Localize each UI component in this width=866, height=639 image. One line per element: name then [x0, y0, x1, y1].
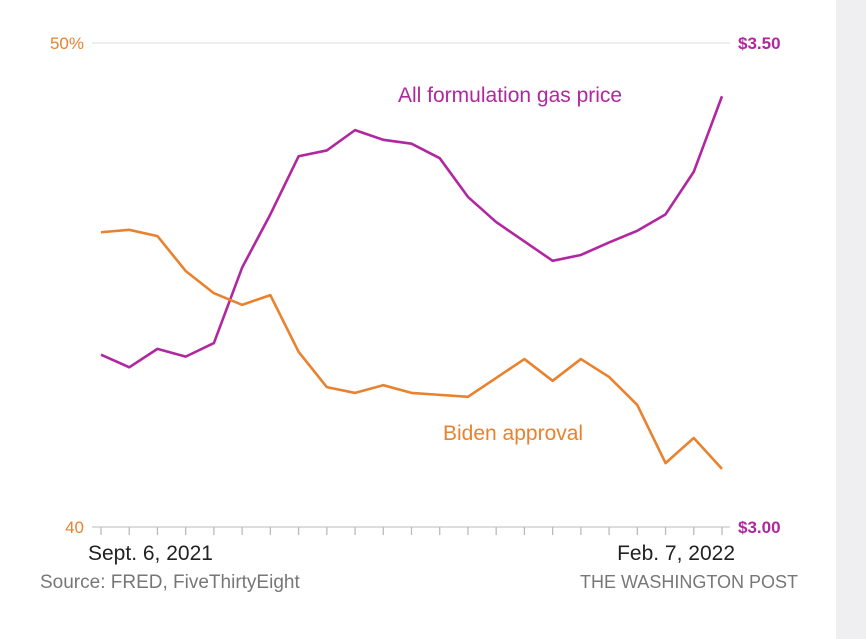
gas-price-series-label: All formulation gas price	[398, 84, 622, 107]
biden-approval-series-label: Biden approval	[443, 422, 583, 445]
biden-approval-line	[100, 228, 723, 470]
left-axis-tick-label: 50%	[50, 34, 84, 53]
gas-price-line	[100, 95, 724, 369]
right-axis-tick-label: $3.50	[738, 34, 781, 53]
source-note: Source: FRED, FiveThirtyEight	[40, 572, 300, 593]
x-tick-label: Sept. 6, 2021	[88, 542, 213, 565]
right-axis-tick-label: $3.00	[738, 518, 781, 537]
left-axis-tick-label: 40	[65, 518, 84, 537]
right-edge-strip	[836, 0, 866, 639]
publisher-credit: THE WASHINGTON POST	[579, 572, 798, 592]
x-tick-label: Feb. 7, 2022	[617, 542, 735, 565]
